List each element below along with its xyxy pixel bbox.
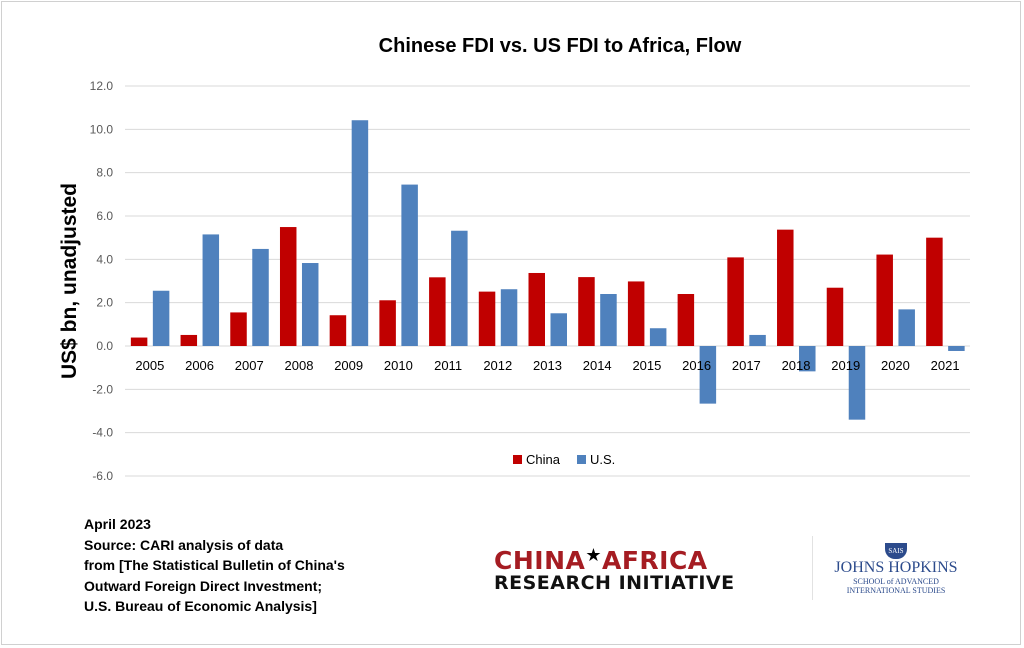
- bar-china-2010: [379, 300, 396, 346]
- bar-china-2014: [578, 277, 595, 346]
- legend-label: U.S.: [590, 452, 615, 467]
- bar-china-2007: [230, 312, 247, 346]
- jhu-school: SCHOOL of ADVANCED: [853, 577, 939, 586]
- bar-us-2019: [848, 346, 866, 420]
- bar-china-2013: [528, 272, 545, 346]
- chart-title: Chinese FDI vs. US FDI to Africa, Flow: [379, 35, 742, 57]
- bar-us-2008: [301, 263, 319, 346]
- bar-us-2005: [152, 290, 170, 346]
- star-icon: ★: [585, 545, 602, 566]
- bar-china-2006: [180, 334, 198, 346]
- y-tick-label: 0.0: [96, 339, 113, 353]
- x-tick-label: 2017: [732, 358, 761, 373]
- bar-us-2018: [799, 346, 816, 372]
- bar-us-2017: [749, 334, 766, 346]
- note-line: Source: CARI analysis of data: [84, 536, 284, 553]
- bar-china-2016: [677, 294, 695, 346]
- bar-china-2008: [279, 227, 297, 346]
- x-tick-label: 2009: [334, 358, 363, 373]
- x-tick-label: 2011: [434, 358, 462, 373]
- bar-china-2005: [130, 337, 148, 346]
- bar-china-2017: [727, 257, 744, 346]
- x-tick-label: 2006: [185, 358, 214, 373]
- bar-china-2009: [329, 315, 347, 346]
- x-tick-label: 2015: [632, 358, 661, 373]
- bar-us-2013: [550, 313, 567, 346]
- y-tick-label: 4.0: [96, 252, 113, 266]
- bar-us-2010: [401, 184, 418, 346]
- x-tick-label: 2019: [831, 358, 860, 373]
- source-note: April 2023 Source: CARI analysis of data…: [84, 514, 345, 617]
- cari-logo-subtext: RESEARCH INITIATIVE: [494, 572, 735, 594]
- x-tick-label: 2013: [533, 358, 562, 373]
- bar-us-2011: [451, 230, 468, 346]
- bar-chart: Chinese FDI vs. US FDI to Africa, Flow U…: [58, 35, 970, 483]
- shield-icon: SAIS: [885, 543, 907, 559]
- jhu-name: JOHNS HOPKINS: [834, 559, 958, 576]
- note-line: April 2023: [84, 516, 151, 532]
- x-tick-label: 2014: [583, 358, 612, 373]
- bar-us-2020: [898, 309, 915, 346]
- jhu-sais-logo: SAIS JOHNS HOPKINS SCHOOL of ADVANCED IN…: [826, 540, 966, 595]
- x-tick-label: 2016: [682, 358, 711, 373]
- y-tick-label: 12.0: [90, 79, 114, 93]
- note-line: Outward Foreign Direct Investment;: [84, 577, 323, 594]
- y-tick-label: -6.0: [92, 469, 113, 483]
- x-tick-label: 2010: [384, 358, 413, 373]
- bar-us-2006: [202, 234, 220, 346]
- logo-divider: [812, 536, 813, 600]
- bar-us-2007: [252, 248, 269, 346]
- legend-swatch: [513, 455, 522, 464]
- x-tick-label: 2012: [483, 358, 512, 373]
- bar-china-2015: [627, 281, 645, 346]
- y-tick-label: -4.0: [92, 426, 113, 440]
- legend-label: China: [526, 452, 561, 467]
- bar-us-2021: [948, 346, 965, 351]
- x-tick-label: 2020: [881, 358, 910, 373]
- bar-china-2018: [777, 229, 794, 346]
- y-tick-label: 8.0: [96, 166, 113, 180]
- y-tick-label: 10.0: [90, 122, 114, 136]
- x-tick-label: 2008: [285, 358, 314, 373]
- legend-swatch: [577, 455, 586, 464]
- bar-china-2012: [478, 291, 496, 346]
- note-line: U.S. Bureau of Economic Analysis]: [84, 598, 317, 614]
- y-tick-label: -2.0: [92, 382, 113, 396]
- x-tick-label: 2007: [235, 358, 264, 373]
- bar-china-2021: [926, 237, 943, 346]
- bar-us-2009: [351, 120, 369, 346]
- bar-china-2011: [429, 277, 446, 346]
- bar-us-2012: [500, 289, 518, 346]
- y-tick-label: 6.0: [96, 209, 113, 223]
- x-tick-label: 2018: [782, 358, 811, 373]
- y-tick-label: 2.0: [96, 296, 113, 310]
- x-tick-label: 2005: [135, 358, 164, 373]
- cari-logo: CHINA★AFRICA RESEARCH INITIATIVE: [494, 544, 794, 593]
- y-axis-label: US$ bn, unadjusted: [58, 183, 81, 379]
- bar-china-2020: [876, 254, 893, 346]
- jhu-school: INTERNATIONAL STUDIES: [846, 586, 946, 595]
- cari-logo-text: AFRICA: [601, 546, 708, 575]
- note-line: from [The Statistical Bulletin of China'…: [84, 557, 345, 573]
- bar-us-2015: [649, 328, 667, 346]
- bar-china-2019: [826, 287, 844, 346]
- cari-logo-text: CHINA: [494, 546, 586, 575]
- bar-us-2016: [699, 346, 717, 404]
- x-tick-label: 2021: [931, 358, 960, 373]
- bar-us-2014: [600, 294, 617, 346]
